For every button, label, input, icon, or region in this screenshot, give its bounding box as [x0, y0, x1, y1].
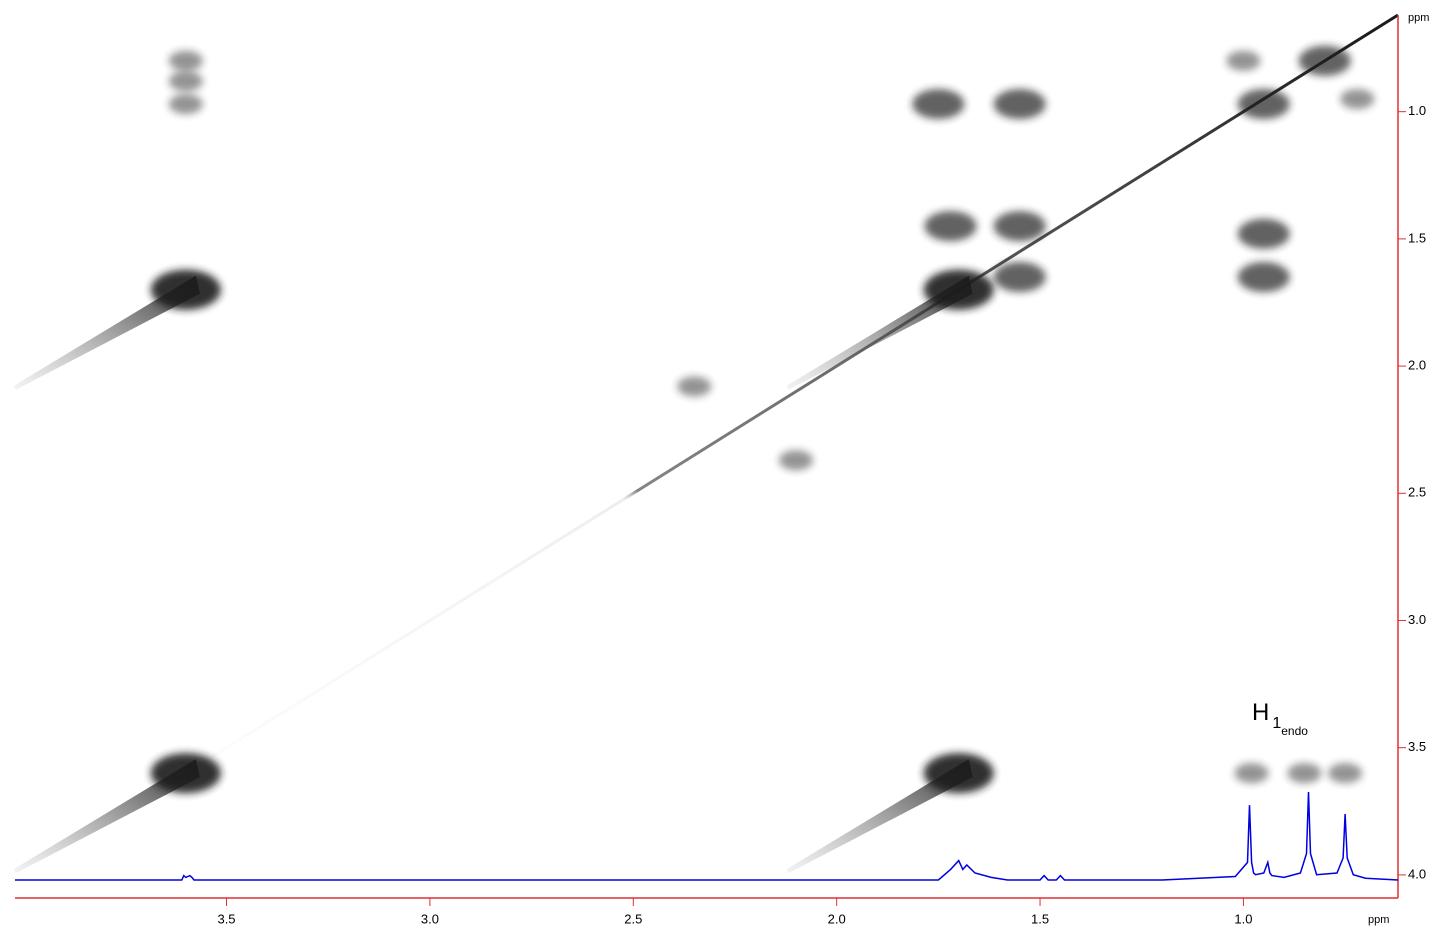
y-tick-label: 2.0 [1408, 358, 1426, 373]
x-tick-label: 1.0 [1234, 911, 1252, 926]
cross-peak [1340, 89, 1374, 109]
cross-peak [1328, 763, 1362, 783]
cross-peak [677, 376, 711, 396]
cross-peak [925, 211, 977, 241]
y-tick-label: 4.0 [1408, 866, 1426, 881]
cross-peaks [14, 46, 1374, 873]
y-axis-label: ppm [1408, 12, 1429, 24]
cross-peak [1235, 763, 1269, 783]
cross-peak [994, 211, 1046, 241]
cross-peak [912, 89, 964, 119]
cross-peak [1238, 219, 1290, 249]
cross-peak [169, 94, 203, 114]
cross-peak [1226, 51, 1260, 71]
cross-peak [1299, 46, 1351, 76]
x-tick-label: 3.5 [217, 911, 235, 926]
y-tick-label: 1.5 [1408, 230, 1426, 245]
x-tick-label: 2.5 [624, 911, 642, 926]
cross-peak [169, 51, 203, 71]
y-tick-label: 3.0 [1408, 612, 1426, 627]
cross-peak [169, 71, 203, 91]
diagonal [15, 15, 1398, 880]
cross-peak [994, 89, 1046, 119]
chart: ppm ppm H1endo 3.5 3.0 2.5 2.0 1.5 1.0 1.0 1.5 2… [0, 0, 1448, 932]
cross-peak [1287, 763, 1321, 783]
cross-peak [924, 270, 994, 310]
y-tick-label: 2.5 [1408, 485, 1426, 500]
cross-peak [779, 450, 813, 470]
cross-peak [924, 753, 994, 793]
cross-peak [1238, 262, 1290, 292]
cross-peak [1238, 89, 1290, 119]
y-tick-label: 3.5 [1408, 739, 1426, 754]
x-axis-label: ppm [1368, 914, 1389, 926]
x-tick-label: 3.0 [421, 911, 439, 926]
y-tick-label: 1.0 [1408, 103, 1426, 118]
cross-peak [151, 270, 221, 310]
cross-peak [151, 753, 221, 793]
spectrum-trace [15, 792, 1398, 880]
x-tick-label: 1.5 [1031, 911, 1049, 926]
x-tick-label: 2.0 [828, 911, 846, 926]
cross-peak [994, 262, 1046, 292]
